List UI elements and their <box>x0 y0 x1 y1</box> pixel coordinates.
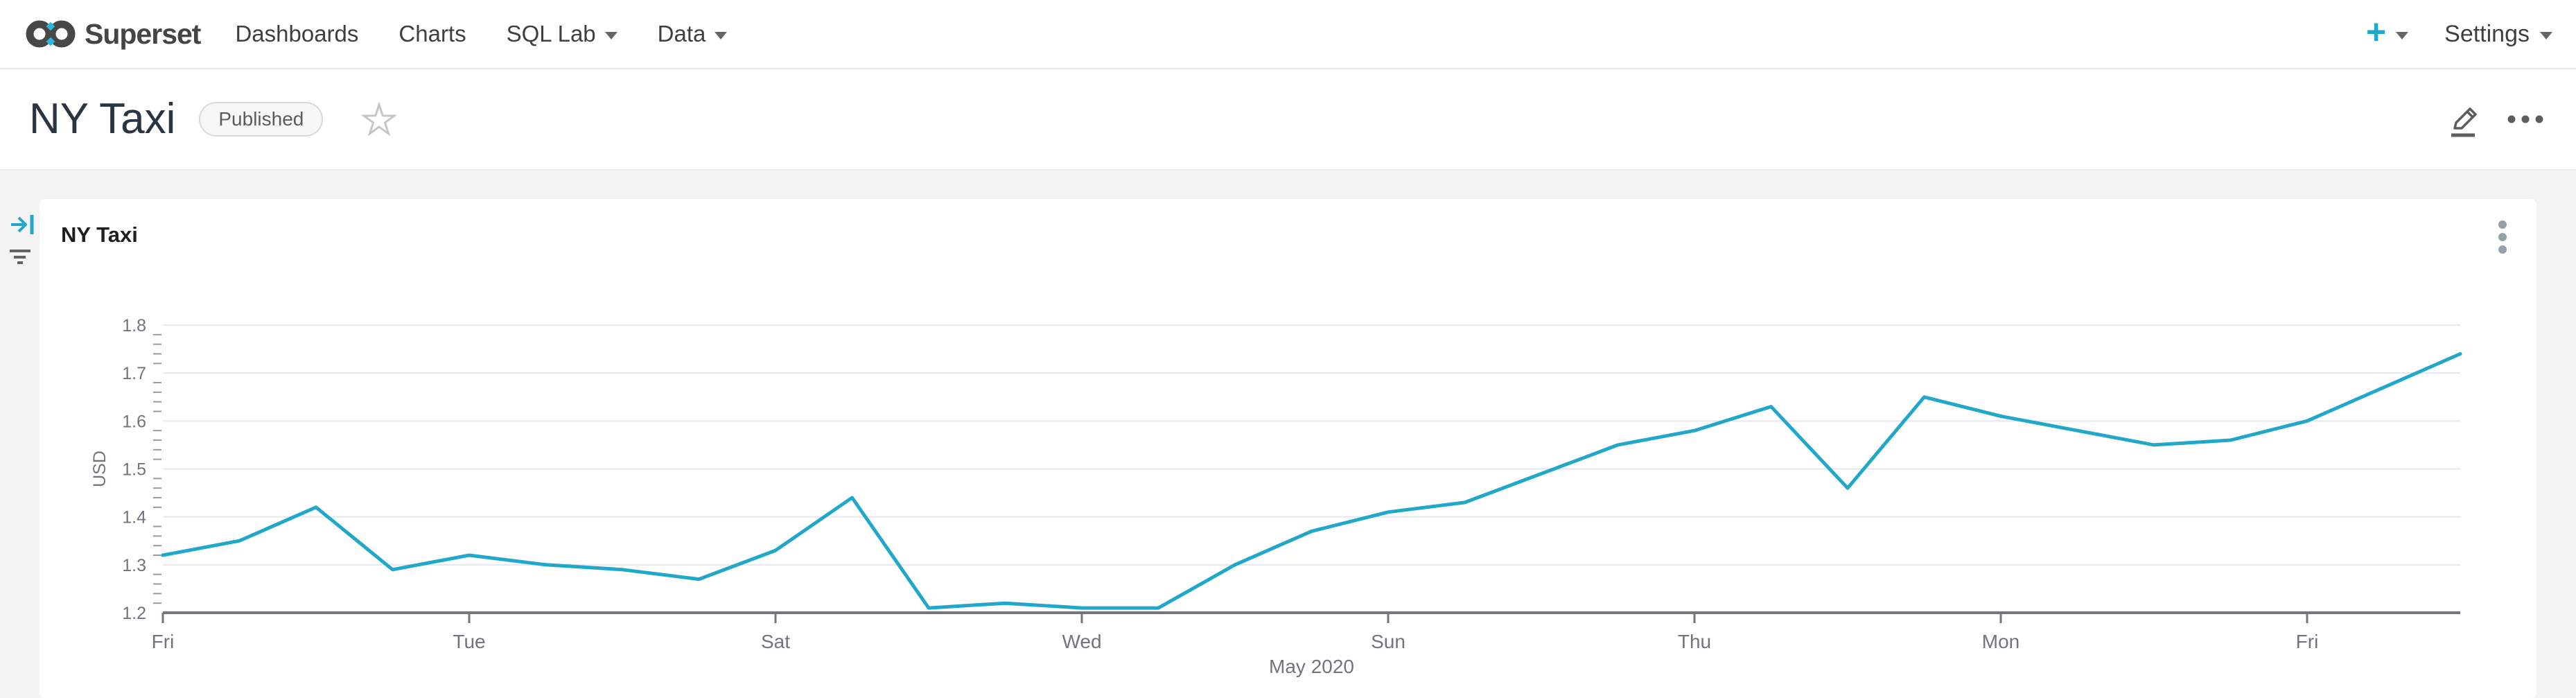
svg-text:Tue: Tue <box>453 631 485 652</box>
chevron-down-icon <box>604 32 617 40</box>
settings-label: Settings <box>2444 20 2530 47</box>
top-navbar: Superset Dashboards Charts SQL Lab Data … <box>0 0 2576 69</box>
dashboard-more-button[interactable] <box>2507 114 2544 124</box>
svg-text:1.7: 1.7 <box>122 364 146 383</box>
ellipsis-horizontal-icon <box>2507 115 2543 123</box>
new-item-button[interactable]: + <box>2365 12 2409 52</box>
superset-brand[interactable]: Superset <box>25 15 201 53</box>
chart-options-button[interactable] <box>2498 220 2507 258</box>
svg-text:USD: USD <box>90 451 109 487</box>
dashboard-header: NY Taxi Published <box>0 69 2576 171</box>
dashboard-grid: NY Taxi 1.2 1.3 1.4 1.5 1.6 1.7 1.8 Fri Tue Sat We… <box>0 171 2576 698</box>
nav-charts-label: Charts <box>398 21 466 46</box>
status-badge[interactable]: Published <box>199 101 324 137</box>
svg-text:Fri: Fri <box>2296 631 2319 652</box>
svg-text:1.2: 1.2 <box>122 604 146 623</box>
filter-list-icon <box>10 250 30 264</box>
edit-dashboard-button[interactable] <box>2447 101 2480 137</box>
svg-text:Mon: Mon <box>1982 631 2019 652</box>
svg-text:Thu: Thu <box>1678 631 1711 652</box>
navbar-right: + Settings <box>2365 12 2552 52</box>
nav-data-label: Data <box>657 21 706 46</box>
svg-text:1.5: 1.5 <box>122 460 146 480</box>
nav-sql-lab[interactable]: SQL Lab <box>507 21 617 47</box>
nav-sql-lab-label: SQL Lab <box>506 21 596 46</box>
expand-filter-panel-button[interactable] <box>8 212 37 241</box>
brand-name: Superset <box>85 17 201 50</box>
svg-text:1.6: 1.6 <box>122 412 146 431</box>
chevron-down-icon <box>2396 32 2409 40</box>
svg-text:Wed: Wed <box>1062 631 1101 652</box>
svg-text:Sun: Sun <box>1371 631 1405 652</box>
plus-icon: + <box>2365 12 2387 51</box>
ellipsis-vertical-icon <box>2498 220 2507 254</box>
chart-title: NY Taxi <box>61 223 138 247</box>
svg-text:1.8: 1.8 <box>122 316 146 335</box>
superset-logo-icon <box>26 20 76 48</box>
svg-text:1.3: 1.3 <box>122 556 146 575</box>
svg-text:May 2020: May 2020 <box>1269 656 1354 677</box>
taxi-line-chart[interactable]: 1.2 1.3 1.4 1.5 1.6 1.7 1.8 Fri Tue Sat Wed Sun Thu M… <box>40 199 2536 698</box>
svg-text:1.4: 1.4 <box>122 508 146 527</box>
favorite-star-icon[interactable] <box>362 103 397 136</box>
svg-text:Sat: Sat <box>761 631 790 652</box>
nav-charts[interactable]: Charts <box>398 21 466 47</box>
nav-data[interactable]: Data <box>658 21 728 47</box>
svg-text:Fri: Fri <box>152 631 175 652</box>
settings-menu[interactable]: Settings <box>2444 21 2552 48</box>
chart-card: NY Taxi 1.2 1.3 1.4 1.5 1.6 1.7 1.8 Fri Tue Sat We… <box>40 199 2536 698</box>
dashboard-actions <box>2447 101 2544 137</box>
expand-filters-icon <box>11 215 34 234</box>
chevron-down-icon <box>715 32 728 40</box>
edit-pencil-icon <box>2451 107 2477 137</box>
nav-dashboards-label: Dashboards <box>235 21 359 46</box>
chevron-down-icon <box>2540 32 2552 40</box>
nav-menu: Dashboards Charts SQL Lab Data <box>235 21 728 47</box>
nav-dashboards[interactable]: Dashboards <box>235 21 358 47</box>
page-title: NY Taxi <box>29 95 176 143</box>
filters-badge-button[interactable] <box>8 248 35 271</box>
